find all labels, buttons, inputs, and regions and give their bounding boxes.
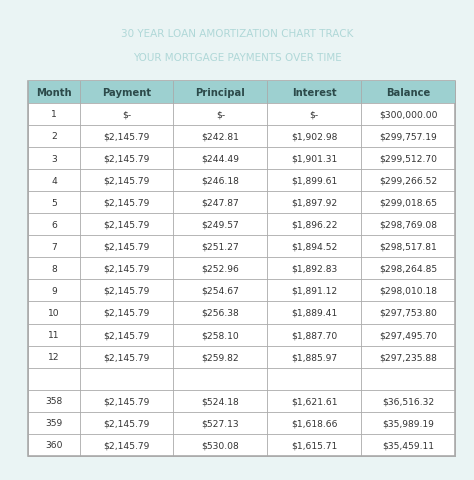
Text: $298,769.08: $298,769.08 [379,220,437,229]
Text: $1,894.52: $1,894.52 [291,242,337,251]
Text: $1,892.83: $1,892.83 [291,264,337,273]
Text: Balance: Balance [386,88,430,97]
Text: $-: $- [216,110,225,119]
Text: 4: 4 [51,176,57,185]
Text: $527.13: $527.13 [201,419,239,428]
Text: Interest: Interest [292,88,337,97]
Text: $297,235.88: $297,235.88 [379,352,437,361]
Text: $-: $- [122,110,131,119]
Text: $258.10: $258.10 [201,330,239,339]
Text: $2,145.79: $2,145.79 [103,330,150,339]
Text: $2,145.79: $2,145.79 [103,242,150,251]
Text: $298,517.81: $298,517.81 [379,242,437,251]
Text: $1,891.12: $1,891.12 [291,287,337,295]
Text: $2,145.79: $2,145.79 [103,198,150,207]
Text: $2,145.79: $2,145.79 [103,132,150,141]
Text: $2,145.79: $2,145.79 [103,287,150,295]
Text: $35,989.19: $35,989.19 [382,419,434,428]
Text: 3: 3 [51,154,57,163]
Text: $35,459.11: $35,459.11 [382,441,434,449]
Text: 359: 359 [46,419,63,428]
Text: $298,010.18: $298,010.18 [379,287,437,295]
Text: $297,495.70: $297,495.70 [379,330,437,339]
Text: $1,889.41: $1,889.41 [291,308,337,317]
Text: $-: $- [310,110,319,119]
Text: $300,000.00: $300,000.00 [379,110,438,119]
Text: $246.18: $246.18 [201,176,239,185]
Text: $299,266.52: $299,266.52 [379,176,437,185]
Text: 8: 8 [51,264,57,273]
Text: $1,897.92: $1,897.92 [291,198,337,207]
Text: $249.57: $249.57 [201,220,239,229]
Text: $2,145.79: $2,145.79 [103,441,150,449]
Text: $252.96: $252.96 [201,264,239,273]
Text: $1,887.70: $1,887.70 [291,330,337,339]
Text: $2,145.79: $2,145.79 [103,176,150,185]
Text: $247.87: $247.87 [201,198,239,207]
Text: $2,145.79: $2,145.79 [103,308,150,317]
Text: $1,621.61: $1,621.61 [291,396,337,406]
Text: $2,145.79: $2,145.79 [103,352,150,361]
Text: $2,145.79: $2,145.79 [103,154,150,163]
Text: $2,145.79: $2,145.79 [103,220,150,229]
Text: $1,885.97: $1,885.97 [291,352,337,361]
Text: $1,615.71: $1,615.71 [291,441,337,449]
Text: $2,145.79: $2,145.79 [103,396,150,406]
Text: Month: Month [36,88,72,97]
Text: $2,145.79: $2,145.79 [103,264,150,273]
Text: $299,512.70: $299,512.70 [379,154,437,163]
Text: $1,896.22: $1,896.22 [291,220,337,229]
Text: $244.49: $244.49 [201,154,239,163]
Text: $524.18: $524.18 [201,396,239,406]
Text: $251.27: $251.27 [201,242,239,251]
Text: Principal: Principal [196,88,245,97]
Text: $530.08: $530.08 [201,441,239,449]
Text: $299,757.19: $299,757.19 [379,132,437,141]
Text: $2,145.79: $2,145.79 [103,419,150,428]
Text: $254.67: $254.67 [201,287,239,295]
Text: 6: 6 [51,220,57,229]
Text: 360: 360 [46,441,63,449]
Text: $259.82: $259.82 [201,352,239,361]
Text: 30 YEAR LOAN AMORTIZATION CHART TRACK: 30 YEAR LOAN AMORTIZATION CHART TRACK [121,29,353,38]
Text: $242.81: $242.81 [201,132,239,141]
Text: Payment: Payment [102,88,151,97]
Text: $1,901.31: $1,901.31 [291,154,337,163]
Text: $256.38: $256.38 [201,308,239,317]
Text: 12: 12 [48,352,60,361]
Text: 7: 7 [51,242,57,251]
Text: $298,264.85: $298,264.85 [379,264,437,273]
Text: 11: 11 [48,330,60,339]
Text: $1,902.98: $1,902.98 [291,132,337,141]
Text: $1,618.66: $1,618.66 [291,419,337,428]
Text: 9: 9 [51,287,57,295]
Text: $36,516.32: $36,516.32 [382,396,434,406]
Text: 5: 5 [51,198,57,207]
Text: 358: 358 [46,396,63,406]
Text: $1,899.61: $1,899.61 [291,176,337,185]
Text: 1: 1 [51,110,57,119]
Text: YOUR MORTGAGE PAYMENTS OVER TIME: YOUR MORTGAGE PAYMENTS OVER TIME [133,53,341,62]
Text: 2: 2 [51,132,57,141]
Text: $297,753.80: $297,753.80 [379,308,437,317]
Text: $299,018.65: $299,018.65 [379,198,437,207]
Text: 10: 10 [48,308,60,317]
